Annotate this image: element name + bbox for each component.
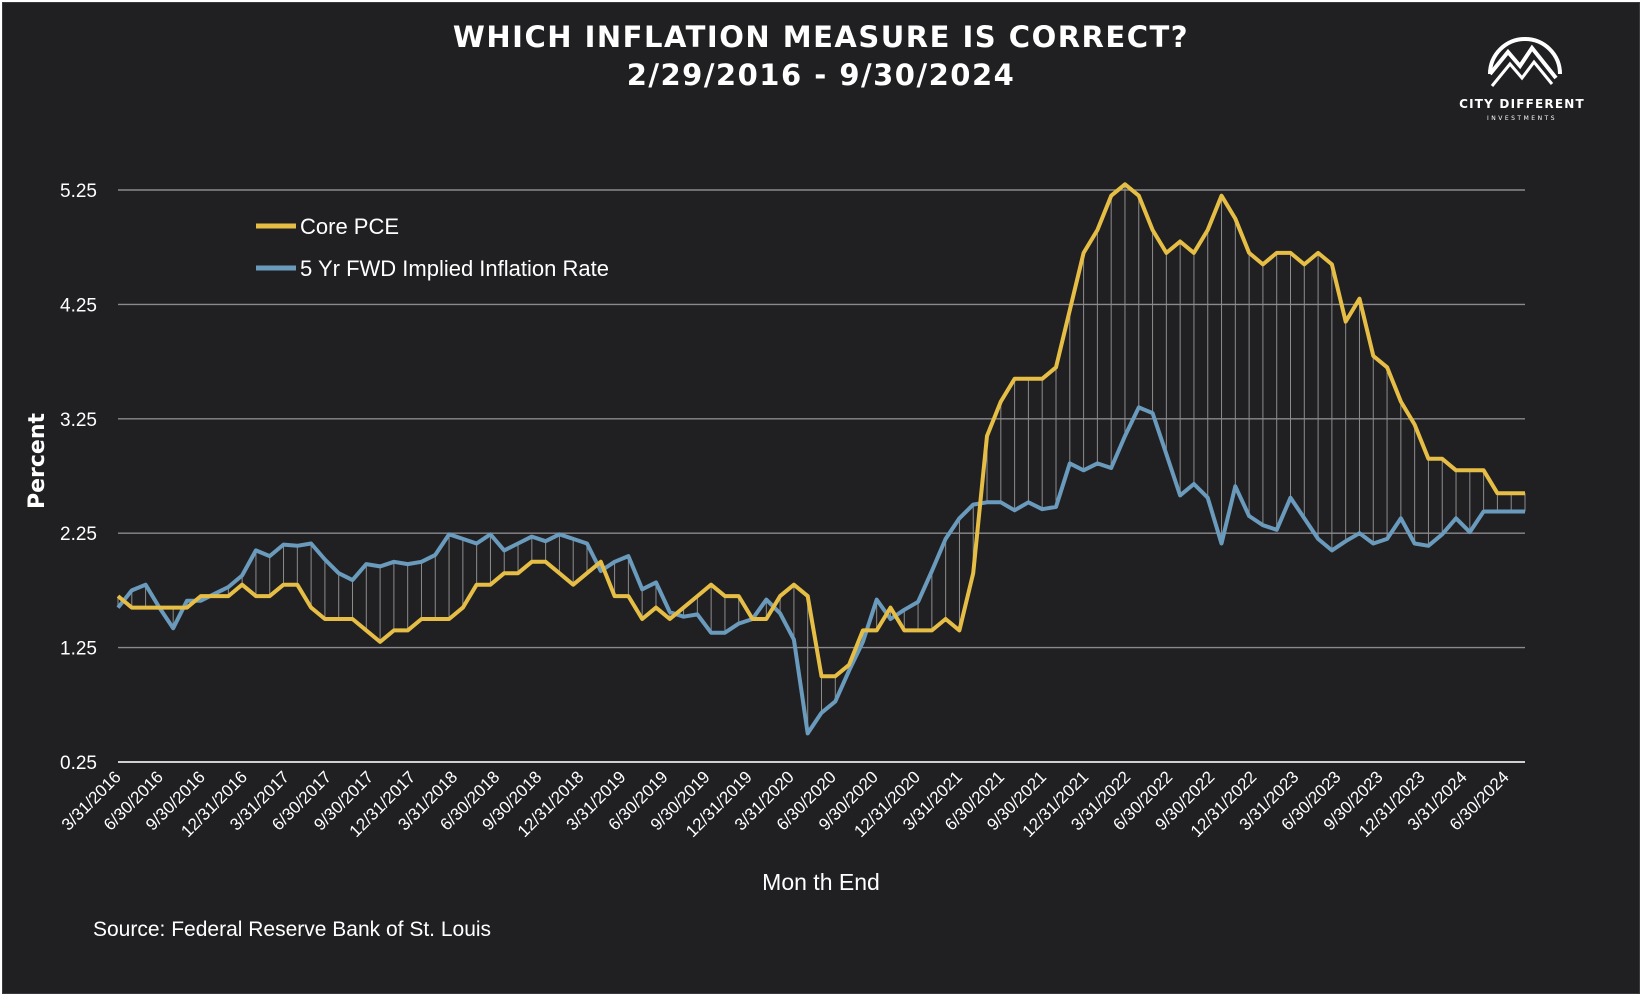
mountain-logo-icon xyxy=(1488,37,1562,87)
y-axis-label: Percent xyxy=(25,413,50,510)
legend-label: Core PCE xyxy=(300,214,399,239)
series-lines xyxy=(116,182,1525,736)
logo-subtitle: INVESTMENTS xyxy=(1486,115,1558,122)
chart-title: WHICH INFLATION MEASURE IS CORRECT? 2/29… xyxy=(0,18,1642,94)
legend-label: 5 Yr FWD Implied Inflation Rate xyxy=(300,256,609,281)
y-axis-ticks: 0.25 1.25 2.25 3.25 4.25 5.25 xyxy=(60,181,97,774)
title-line-1: WHICH INFLATION MEASURE IS CORRECT? xyxy=(452,20,1190,54)
x-axis-ticks: 3/31/20166/30/20169/30/201612/31/20163/3… xyxy=(58,767,1513,841)
title-line-2: 2/29/2016 - 9/30/2024 xyxy=(626,58,1016,92)
difference-hatching xyxy=(117,184,1526,734)
y-tick-label: 2.25 xyxy=(60,524,97,545)
x-axis-label: Mon th End xyxy=(762,869,880,895)
series-line-5yr-fwd-inflation xyxy=(116,405,1525,736)
legend: Core PCE 5 Yr FWD Implied Inflation Rate xyxy=(256,214,609,281)
series-line-core-pce xyxy=(116,182,1525,679)
y-tick-label: 5.25 xyxy=(60,181,97,202)
source-note: Source: Federal Reserve Bank of St. Loui… xyxy=(93,918,492,941)
y-tick-label: 4.25 xyxy=(60,295,97,316)
y-tick-label: 0.25 xyxy=(60,753,97,774)
y-tick-label: 1.25 xyxy=(60,639,97,660)
logo-name: CITY DIFFERENT xyxy=(1459,97,1585,111)
y-tick-label: 3.25 xyxy=(60,410,97,431)
